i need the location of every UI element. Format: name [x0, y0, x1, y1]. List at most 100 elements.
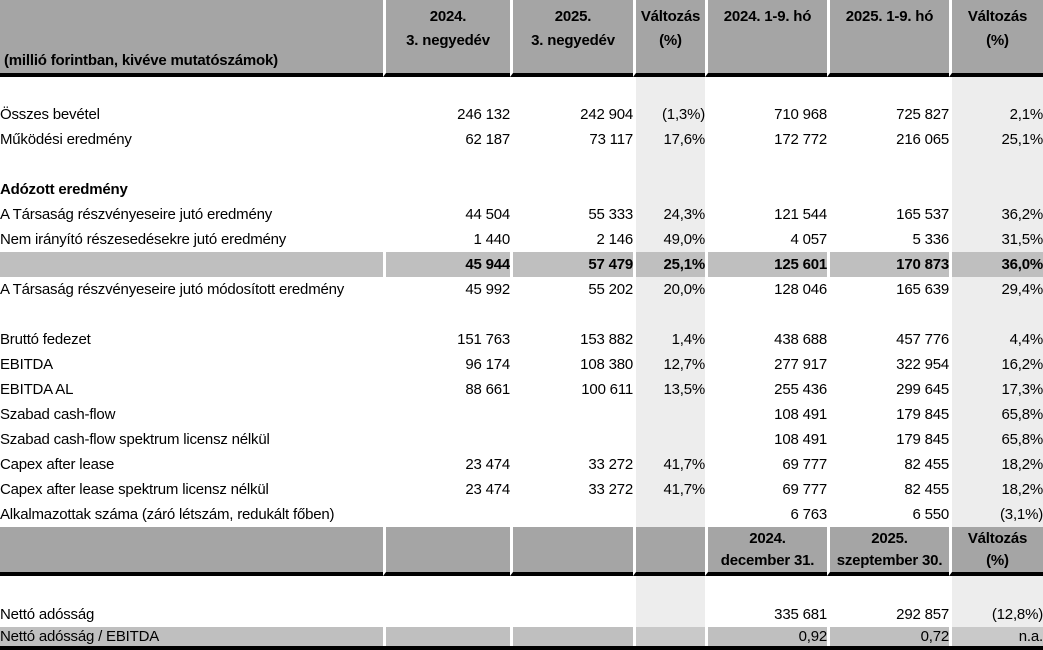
cell-value: 25,1% — [633, 252, 705, 277]
cell-value: 100 611 — [510, 377, 633, 402]
header-line: 2024. — [749, 529, 786, 547]
cell-value — [705, 77, 827, 102]
cell-value — [949, 77, 1043, 102]
header-line: december 31. — [720, 551, 815, 569]
cell-value — [827, 177, 949, 202]
cell-value: 20,0% — [633, 277, 705, 302]
header-line: szeptember 30. — [836, 551, 943, 569]
cell-value — [633, 302, 705, 327]
header-row-1: (millió forintban, kivéve mutatószámok) … — [0, 0, 1043, 77]
cell-value: 24,3% — [633, 202, 705, 227]
header-col-2025-sep30: 2025. szeptember 30. — [827, 527, 949, 576]
cell-value — [383, 402, 510, 427]
cell-value — [383, 576, 510, 601]
table-row: Alkalmazottak száma (záró létszám, reduk… — [0, 502, 1043, 527]
cell-value: 108 380 — [510, 352, 633, 377]
header-line: (%) — [986, 551, 1009, 569]
cell-value: 29,4% — [949, 277, 1043, 302]
table-row: A Társaság részvényeseire jutó módosítot… — [0, 277, 1043, 302]
cell-value: 23 474 — [383, 452, 510, 477]
table-row: Nem irányító részesedésekre jutó eredmén… — [0, 227, 1043, 252]
bottom-rule — [0, 646, 1043, 650]
row-label: Capex after lease — [0, 456, 115, 473]
row-label — [0, 302, 383, 327]
cell-value: 57 479 — [510, 252, 633, 277]
cell-value — [633, 177, 705, 202]
cell-value: (3,1%) — [949, 502, 1043, 527]
cell-value — [827, 77, 949, 102]
cell-value — [510, 576, 633, 601]
cell-value: 55 333 — [510, 202, 633, 227]
table-subheader: 2024. december 31. 2025. szeptember 30. … — [0, 527, 1043, 576]
highlight-row: Nettó adósság / EBITDA 0,92 0,72 n.a. — [0, 627, 1043, 646]
row-label: Nettó adósság / EBITDA — [0, 627, 383, 646]
cell-value — [827, 152, 949, 177]
cell-value — [949, 302, 1043, 327]
cell-value — [705, 177, 827, 202]
cell-value — [510, 627, 633, 646]
cell-value — [510, 502, 633, 527]
cell-value — [705, 576, 827, 601]
table-row: EBITDA 96 174 108 380 12,7% 277 917 322 954 16… — [0, 352, 1043, 377]
cell-value — [383, 627, 510, 646]
cell-value: 151 763 — [383, 327, 510, 352]
empty-cell — [383, 527, 510, 576]
table-row: Capex after lease spektrum licensz nélkü… — [0, 477, 1043, 502]
cell-value: 17,3% — [949, 377, 1043, 402]
cell-value — [705, 152, 827, 177]
cell-value: 13,5% — [633, 377, 705, 402]
cell-value — [949, 576, 1043, 601]
cell-value — [383, 152, 510, 177]
cell-value: 62 187 — [383, 127, 510, 152]
table-row: Capex after lease 23 474 33 272 41,7% 69 777… — [0, 452, 1043, 477]
cell-value: 82 455 — [827, 477, 949, 502]
cell-value: 96 174 — [383, 352, 510, 377]
cell-value: 49,0% — [633, 227, 705, 252]
header-line: Változás — [967, 529, 1028, 547]
header-row-2: 2024. december 31. 2025. szeptember 30. … — [0, 527, 1043, 576]
cell-value — [383, 302, 510, 327]
cell-value — [510, 302, 633, 327]
header-line: 3. negyedév — [531, 32, 615, 49]
cell-value: 25,1% — [949, 127, 1043, 152]
cell-value: 457 776 — [827, 327, 949, 352]
cell-value: 4 057 — [705, 227, 827, 252]
cell-value: 0,92 — [705, 627, 827, 646]
cell-value: 17,6% — [633, 127, 705, 152]
cell-value: 322 954 — [827, 352, 949, 377]
cell-value — [633, 77, 705, 102]
cell-value — [949, 152, 1043, 177]
cell-value: 299 645 — [827, 377, 949, 402]
row-label: Capex after lease spektrum licensz nélkü… — [0, 481, 269, 498]
cell-value: 108 491 — [705, 402, 827, 427]
cell-value — [383, 502, 510, 527]
cell-value: 172 772 — [705, 127, 827, 152]
cell-value — [383, 177, 510, 202]
table-row: EBITDA AL 88 661 100 611 13,5% 255 436 299 64… — [0, 377, 1043, 402]
cell-value: 121 544 — [705, 202, 827, 227]
cell-value: 5 336 — [827, 227, 949, 252]
cell-value — [510, 402, 633, 427]
spacer-row — [0, 152, 1043, 177]
cell-value — [510, 601, 633, 627]
cell-value: 36,0% — [949, 252, 1043, 277]
row-label: Működési eredmény — [0, 131, 132, 148]
cell-value: 45 992 — [383, 277, 510, 302]
cell-value: 23 474 — [383, 477, 510, 502]
cell-value: 255 436 — [705, 377, 827, 402]
cell-value: 45 944 — [383, 252, 510, 277]
cell-value: 33 272 — [510, 477, 633, 502]
cell-value: 179 845 — [827, 427, 949, 452]
header-line: 2024. 1-9. hó — [723, 8, 812, 25]
empty-cell — [0, 527, 383, 576]
cell-value: 18,2% — [949, 452, 1043, 477]
cell-value: 12,7% — [633, 352, 705, 377]
row-label: Nem irányító részesedésekre jutó eredmén… — [0, 231, 287, 248]
cell-value: 6 763 — [705, 502, 827, 527]
cell-value: 277 917 — [705, 352, 827, 377]
cell-value — [383, 77, 510, 102]
header-col-2025-q3: 2025. 3. negyedév — [510, 0, 633, 77]
row-label: Nettó adósság — [0, 605, 95, 623]
cell-value: 82 455 — [827, 452, 949, 477]
